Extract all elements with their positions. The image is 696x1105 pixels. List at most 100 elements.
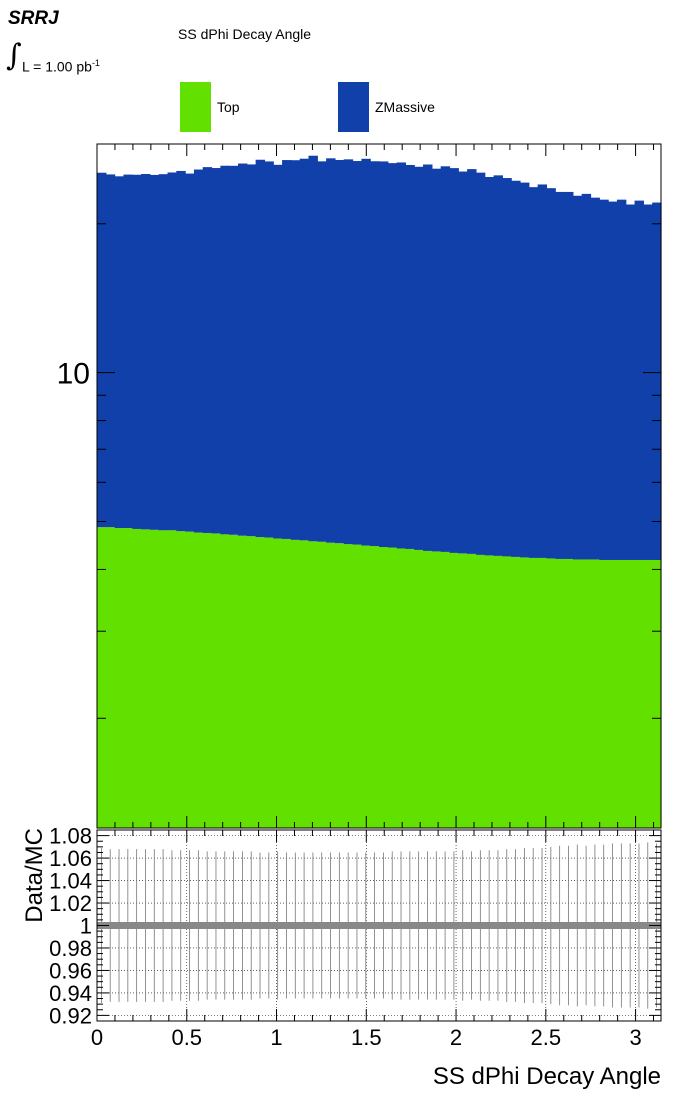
bar-zmassive (114, 176, 125, 529)
bar-zmassive (396, 162, 407, 549)
bar-zmassive (449, 168, 459, 553)
bar-zmassive (264, 161, 274, 538)
bar-top (290, 539, 301, 828)
bar-zmassive (379, 161, 389, 548)
xtick-label: 2 (450, 1025, 462, 1050)
xtick-label: 0 (91, 1025, 103, 1050)
bar-top (334, 543, 345, 828)
chart-title: SS dPhi Decay Angle (178, 26, 312, 42)
bar-zmassive (599, 199, 609, 560)
main-y-ticks (96, 144, 661, 828)
ratio-point (555, 922, 565, 929)
ratio-ytick-label: 1.08 (49, 824, 92, 849)
ratio-point (643, 922, 653, 929)
bar-top (643, 559, 653, 828)
bar-top (449, 552, 459, 828)
ratio-point (625, 922, 635, 929)
bar-zmassive (423, 164, 433, 551)
ratio-point (590, 922, 600, 929)
bar-top (405, 548, 415, 828)
legend-swatch-zmassive (338, 82, 369, 132)
bar-zmassive (625, 204, 636, 560)
bar-top (414, 549, 424, 828)
bar-top (608, 559, 618, 828)
bar-top (238, 535, 248, 828)
bar-top (361, 545, 371, 828)
ratio-point (599, 922, 609, 929)
ratio-point (511, 922, 521, 929)
bar-top (440, 551, 451, 828)
main-histogram (97, 155, 662, 828)
bar-zmassive (467, 169, 477, 554)
ratio-point (282, 922, 292, 929)
bar-zmassive (255, 159, 266, 538)
bar-zmassive (581, 193, 592, 560)
ratio-point (114, 922, 124, 929)
ratio-point (581, 922, 591, 929)
ratio-points (97, 842, 662, 1009)
bar-top (114, 528, 125, 828)
ratio-ytick-label: 0.94 (49, 981, 92, 1006)
xtick-label: 0.5 (171, 1025, 202, 1050)
bar-zmassive (317, 161, 327, 542)
ratio-point (211, 922, 221, 929)
bar-top (97, 527, 107, 828)
ratio-point (158, 922, 168, 929)
bar-top (537, 557, 548, 828)
ratio-point (484, 922, 494, 929)
bar-top (387, 547, 398, 828)
bar-zmassive (193, 169, 204, 533)
ratio-point (220, 922, 230, 929)
main-plot-frame (96, 143, 662, 829)
ratio-point (229, 922, 239, 929)
bar-top (370, 546, 380, 828)
ratio-point (185, 922, 195, 929)
bar-top (299, 540, 310, 828)
bar-zmassive (502, 178, 512, 557)
bar-top (123, 528, 133, 828)
ratio-point (352, 922, 362, 929)
bar-zmassive (352, 161, 362, 545)
ratio-point (317, 922, 327, 929)
ratio-point (449, 922, 459, 929)
ratio-point (564, 922, 574, 929)
ratio-point (493, 922, 503, 929)
ratio-point (105, 922, 116, 929)
ratio-point (326, 922, 336, 929)
ratio-point (520, 922, 530, 929)
bar-top (546, 558, 556, 828)
bar-zmassive (238, 163, 248, 536)
bar-top (528, 557, 539, 828)
ratio-ytick-label: 0.92 (49, 1003, 92, 1028)
ratio-point (458, 922, 468, 929)
bar-top (423, 550, 433, 828)
bar-zmassive (273, 164, 283, 539)
ratio-point (343, 922, 353, 929)
luminosity-exponent: -1 (91, 58, 100, 68)
bar-zmassive (608, 201, 618, 560)
bar-top (616, 559, 627, 828)
xtick-label: 3 (629, 1025, 641, 1050)
ratio-point (423, 922, 433, 929)
bar-zmassive (484, 176, 495, 556)
bar-top (255, 537, 266, 828)
bar-top (176, 531, 186, 828)
bar-zmassive (220, 165, 230, 535)
bar-zmassive (185, 173, 195, 532)
main-ytick-label-10: 10 (57, 358, 90, 391)
bar-top (220, 534, 230, 828)
bar-zmassive (475, 172, 486, 555)
ratio-point (634, 922, 644, 929)
bar-zmassive (546, 188, 556, 559)
bar-top (431, 551, 442, 828)
bar-zmassive (414, 166, 424, 550)
ratio-point (308, 922, 318, 929)
ratio-point (334, 922, 345, 929)
bar-zmassive (246, 164, 257, 537)
ratio-x-tick-labels: 0 0.5 1 1.5 2 2.5 3 (91, 1025, 642, 1050)
xtick-label: 1 (270, 1025, 282, 1050)
luminosity-value: L = 1.00 pb (22, 58, 92, 75)
bar-zmassive (290, 160, 301, 540)
ratio-y-axis-title: Data/MC (21, 828, 48, 923)
bar-zmassive (202, 167, 213, 533)
